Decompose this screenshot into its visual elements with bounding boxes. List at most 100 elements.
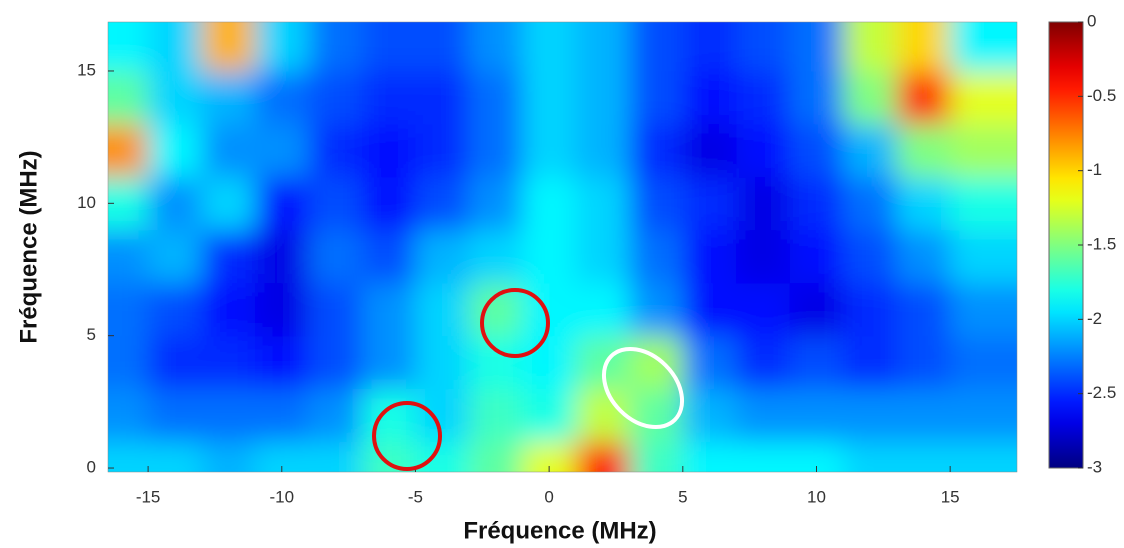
heatmap-cell: [522, 229, 577, 284]
heatmap-cell: [682, 335, 737, 390]
heatmap-cell: [789, 335, 844, 390]
y-tick-label: 10: [77, 193, 96, 212]
heatmap-cell: [255, 229, 310, 284]
x-tick-label: 5: [678, 487, 687, 506]
heatmap-cell: [629, 22, 684, 72]
colorbar-tick-label: -1: [1087, 160, 1102, 179]
heatmap-cells: [108, 22, 1017, 472]
colorbar-tick-label: -2.5: [1087, 383, 1116, 402]
annotation-circle: [372, 401, 442, 471]
heatmap-cell: [950, 176, 1017, 231]
heatmap-cell: [148, 123, 203, 178]
heatmap-cell: [148, 335, 203, 390]
heatmap-cell: [255, 22, 310, 72]
plot-frame: [107, 21, 1018, 473]
heatmap-cell: [255, 282, 310, 337]
heatmap-cell: [415, 282, 470, 337]
heatmap-cell: [950, 22, 1017, 72]
heatmap-cell: [415, 70, 470, 125]
heatmap-cell: [308, 123, 363, 178]
heatmap-cell: [736, 335, 791, 390]
heatmap-cell: [415, 335, 470, 390]
heatmap-cell: [682, 123, 737, 178]
heatmap-cell: [108, 388, 149, 443]
heatmap-cell: [950, 441, 1017, 472]
heatmap-cell: [255, 123, 310, 178]
colorbar-tick-label: -2: [1087, 309, 1102, 328]
heatmap-cell: [415, 123, 470, 178]
heatmap-cell: [361, 441, 416, 472]
heatmap-cell: [736, 70, 791, 125]
annotation-circle: [480, 288, 550, 358]
heatmap-cell: [308, 22, 363, 72]
heatmap-cell: [468, 123, 523, 178]
heatmap-cell: [896, 123, 951, 178]
heatmap-cell: [415, 229, 470, 284]
heatmap-cell: [736, 441, 791, 472]
heatmap-cell: [522, 22, 577, 72]
heatmap-cell: [308, 282, 363, 337]
heatmap-cell: [468, 335, 523, 390]
heatmap-cell: [201, 123, 256, 178]
heatmap-cell: [575, 70, 630, 125]
heatmap-cell: [361, 388, 416, 443]
heatmap-cell: [468, 70, 523, 125]
heatmap-cell: [629, 388, 684, 443]
heatmap-cell: [896, 335, 951, 390]
heatmap-cell: [468, 176, 523, 231]
y-tick-label: 5: [87, 325, 96, 344]
heatmap-cell: [575, 282, 630, 337]
heatmap-cell: [736, 176, 791, 231]
x-tick-label: -5: [408, 487, 423, 506]
heatmap-cell: [843, 229, 898, 284]
heatmap-cell: [682, 388, 737, 443]
heatmap: [108, 22, 1017, 472]
heatmap-cell: [736, 229, 791, 284]
heatmap-cell: [736, 22, 791, 72]
heatmap-cell: [896, 282, 951, 337]
heatmap-cell: [522, 176, 577, 231]
heatmap-cell: [575, 22, 630, 72]
heatmap-cell: [629, 441, 684, 472]
heatmap-cell: [308, 388, 363, 443]
heatmap-cell: [522, 335, 577, 390]
heatmap-cell: [201, 388, 256, 443]
heatmap-cell: [629, 282, 684, 337]
heatmap-cell: [736, 282, 791, 337]
y-tick-label: 0: [87, 458, 96, 477]
heatmap-cell: [201, 70, 256, 125]
heatmap-cell: [843, 441, 898, 472]
heatmap-cell: [789, 282, 844, 337]
heatmap-cell: [201, 229, 256, 284]
heatmap-cell: [361, 229, 416, 284]
heatmap-cell: [468, 388, 523, 443]
colorbar-tick-label: 0: [1087, 11, 1096, 30]
heatmap-cell: [682, 176, 737, 231]
heatmap-cell: [896, 176, 951, 231]
x-tick-label: -15: [136, 487, 161, 506]
x-tick-label: 0: [544, 487, 553, 506]
heatmap-cell: [575, 441, 630, 472]
colorbar-tick-label: -1.5: [1087, 234, 1116, 253]
heatmap-cell: [789, 229, 844, 284]
heatmap-cell: [308, 70, 363, 125]
heatmap-cell: [522, 388, 577, 443]
colorbar: [1048, 21, 1084, 469]
heatmap-cell: [415, 22, 470, 72]
heatmap-cell: [896, 229, 951, 284]
heatmap-cell: [148, 176, 203, 231]
x-tick-label: -10: [269, 487, 294, 506]
heatmap-cell: [108, 70, 149, 125]
heatmap-cell: [789, 22, 844, 72]
heatmap-cell: [843, 282, 898, 337]
heatmap-cell: [108, 335, 149, 390]
heatmap-cell: [255, 70, 310, 125]
y-axis-title: Fréquence (MHz): [15, 150, 42, 343]
heatmap-cell: [950, 282, 1017, 337]
heatmap-cell: [896, 70, 951, 125]
heatmap-cell: [148, 441, 203, 472]
heatmap-cell: [148, 229, 203, 284]
heatmap-cell: [896, 22, 951, 72]
heatmap-cell: [789, 123, 844, 178]
